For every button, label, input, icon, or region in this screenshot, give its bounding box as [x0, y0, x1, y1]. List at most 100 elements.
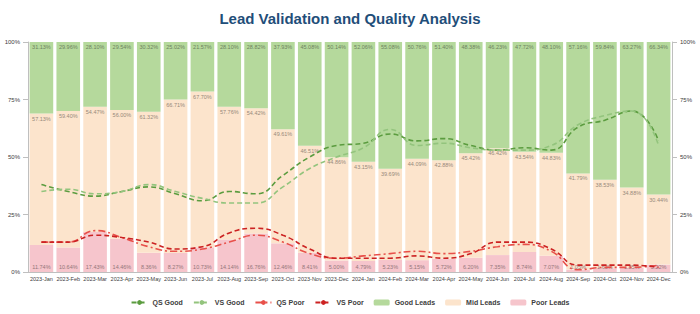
- svg-text:6.20%: 6.20%: [463, 264, 479, 270]
- svg-text:17.43%: 17.43%: [86, 264, 105, 270]
- svg-text:25%: 25%: [8, 212, 21, 218]
- svg-text:VS Poor: VS Poor: [336, 299, 364, 306]
- svg-text:28.10%: 28.10%: [86, 44, 105, 50]
- svg-text:55.08%: 55.08%: [381, 44, 400, 50]
- svg-text:5.23%: 5.23%: [382, 264, 398, 270]
- svg-text:44.83%: 44.83%: [542, 155, 561, 161]
- svg-text:2024-Jul: 2024-Jul: [514, 276, 535, 282]
- svg-text:Poor Leads: Poor Leads: [531, 299, 569, 306]
- svg-text:7.07%: 7.07%: [543, 264, 559, 270]
- svg-text:50%: 50%: [680, 154, 693, 160]
- svg-text:75%: 75%: [8, 97, 21, 103]
- svg-text:4.79%: 4.79%: [356, 264, 372, 270]
- svg-text:2023-Jul: 2023-Jul: [192, 276, 213, 282]
- svg-text:63.27%: 63.27%: [622, 44, 641, 50]
- svg-text:43.15%: 43.15%: [354, 164, 373, 170]
- svg-text:100%: 100%: [680, 39, 696, 45]
- svg-text:39.69%: 39.69%: [381, 171, 400, 177]
- svg-text:11.74%: 11.74%: [32, 264, 50, 270]
- svg-text:2024-Oct: 2024-Oct: [594, 276, 617, 282]
- svg-text:56.00%: 56.00%: [113, 112, 132, 118]
- svg-text:30.44%: 30.44%: [649, 197, 668, 203]
- svg-text:2024-Feb: 2024-Feb: [378, 276, 402, 282]
- svg-text:2023-Aug: 2023-Aug: [217, 276, 241, 282]
- svg-text:2024-Nov: 2024-Nov: [620, 276, 644, 282]
- svg-text:2023-Jan: 2023-Jan: [30, 276, 53, 282]
- svg-text:2023-Jun: 2023-Jun: [164, 276, 187, 282]
- svg-text:45.08%: 45.08%: [300, 44, 319, 50]
- svg-text:21.57%: 21.57%: [193, 44, 212, 50]
- svg-text:59.40%: 59.40%: [59, 113, 78, 119]
- svg-text:61.32%: 61.32%: [139, 114, 158, 120]
- svg-text:29.96%: 29.96%: [59, 44, 78, 50]
- svg-text:57.13%: 57.13%: [32, 116, 51, 122]
- svg-text:5.00%: 5.00%: [329, 264, 345, 270]
- svg-text:14.46%: 14.46%: [113, 264, 132, 270]
- svg-text:57.16%: 57.16%: [569, 44, 588, 50]
- svg-text:57.76%: 57.76%: [220, 109, 239, 115]
- svg-text:10.73%: 10.73%: [193, 264, 212, 270]
- svg-text:50.14%: 50.14%: [327, 44, 346, 50]
- svg-text:8.74%: 8.74%: [517, 264, 533, 270]
- svg-text:48.10%: 48.10%: [542, 44, 561, 50]
- svg-text:5.15%: 5.15%: [409, 264, 425, 270]
- svg-text:2023-Nov: 2023-Nov: [298, 276, 322, 282]
- svg-text:31.13%: 31.13%: [32, 44, 51, 50]
- svg-text:14.14%: 14.14%: [220, 264, 239, 270]
- svg-text:Good Leads: Good Leads: [395, 299, 436, 306]
- svg-text:49.61%: 49.61%: [274, 131, 293, 137]
- svg-text:2023-Dec: 2023-Dec: [325, 276, 349, 282]
- svg-text:2023-Apr: 2023-Apr: [111, 276, 134, 282]
- svg-text:VS Good: VS Good: [215, 299, 245, 306]
- svg-text:5.72%: 5.72%: [436, 264, 452, 270]
- svg-text:29.54%: 29.54%: [113, 44, 132, 50]
- svg-text:QS Poor: QS Poor: [276, 299, 304, 307]
- svg-text:51.40%: 51.40%: [435, 44, 454, 50]
- svg-text:41.79%: 41.79%: [569, 175, 588, 181]
- svg-text:46.42%: 46.42%: [488, 150, 507, 156]
- svg-text:2023-Sep: 2023-Sep: [244, 276, 268, 282]
- svg-text:2023-Oct: 2023-Oct: [272, 276, 295, 282]
- svg-text:25.02%: 25.02%: [166, 44, 185, 50]
- svg-text:50.76%: 50.76%: [408, 44, 427, 50]
- svg-text:38.53%: 38.53%: [596, 182, 615, 188]
- svg-text:25%: 25%: [680, 212, 693, 218]
- svg-text:2024-Sep: 2024-Sep: [566, 276, 590, 282]
- svg-text:2024-Aug: 2024-Aug: [539, 276, 563, 282]
- svg-text:66.34%: 66.34%: [649, 44, 668, 50]
- svg-text:8.27%: 8.27%: [168, 264, 184, 270]
- svg-text:67.70%: 67.70%: [193, 94, 212, 100]
- svg-text:46.23%: 46.23%: [488, 44, 507, 50]
- svg-text:10.64%: 10.64%: [59, 264, 78, 270]
- svg-text:46.51%: 46.51%: [300, 148, 319, 154]
- svg-text:54.42%: 54.42%: [247, 110, 266, 116]
- svg-text:44.09%: 44.09%: [408, 161, 427, 167]
- svg-text:12.46%: 12.46%: [274, 264, 293, 270]
- svg-text:37.93%: 37.93%: [274, 44, 293, 50]
- svg-text:52.06%: 52.06%: [354, 44, 373, 50]
- svg-text:100%: 100%: [5, 39, 21, 45]
- svg-text:2023-May: 2023-May: [137, 276, 162, 282]
- svg-text:2024-Jan: 2024-Jan: [352, 276, 375, 282]
- svg-text:2024-May: 2024-May: [459, 276, 484, 282]
- svg-text:0%: 0%: [680, 269, 689, 275]
- svg-text:66.71%: 66.71%: [166, 102, 185, 108]
- svg-text:2023-Feb: 2023-Feb: [56, 276, 80, 282]
- svg-text:2024-Apr: 2024-Apr: [433, 276, 456, 282]
- svg-text:59.84%: 59.84%: [596, 44, 615, 50]
- svg-text:0%: 0%: [11, 269, 20, 275]
- svg-text:75%: 75%: [680, 97, 693, 103]
- svg-text:2024-Dec: 2024-Dec: [647, 276, 671, 282]
- svg-text:16.76%: 16.76%: [247, 264, 266, 270]
- svg-text:28.10%: 28.10%: [220, 44, 239, 50]
- svg-text:54.47%: 54.47%: [86, 109, 105, 115]
- svg-text:8.36%: 8.36%: [141, 264, 157, 270]
- svg-text:Lead Validation and Quality An: Lead Validation and Quality Analysis: [219, 10, 480, 27]
- svg-text:28.82%: 28.82%: [247, 44, 266, 50]
- svg-text:50%: 50%: [8, 154, 21, 160]
- svg-text:47.72%: 47.72%: [515, 44, 534, 50]
- svg-text:7.35%: 7.35%: [490, 264, 506, 270]
- svg-text:30.32%: 30.32%: [139, 44, 158, 50]
- svg-text:2023-Mar: 2023-Mar: [83, 276, 107, 282]
- svg-text:2024-Jun: 2024-Jun: [486, 276, 509, 282]
